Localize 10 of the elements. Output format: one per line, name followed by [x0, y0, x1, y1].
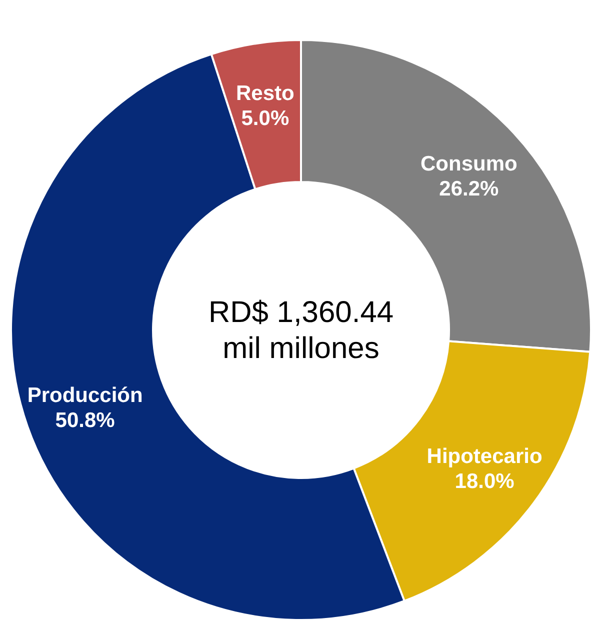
slice-label: Producción — [27, 384, 143, 408]
slice-label: Hipotecario — [426, 444, 542, 468]
text: mil millones — [222, 332, 380, 365]
data-label: 5.0% — [241, 106, 290, 130]
data-label: 18.0% — [454, 470, 515, 493]
data-label: 26.2% — [439, 177, 500, 200]
text: RD$ 1,360.44 — [208, 296, 394, 329]
data-label: 50.8% — [55, 409, 116, 432]
slice-label: Resto — [236, 82, 294, 105]
slice-label: Consumo — [420, 152, 518, 176]
